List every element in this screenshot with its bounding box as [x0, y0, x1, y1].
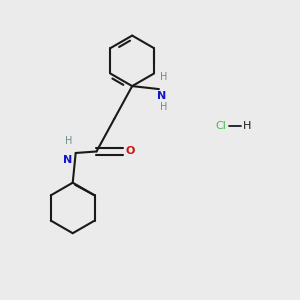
- Text: O: O: [126, 146, 135, 157]
- Text: H: H: [64, 136, 72, 146]
- Text: N: N: [158, 91, 167, 100]
- Text: H: H: [160, 72, 168, 82]
- Text: H: H: [243, 121, 251, 131]
- Text: N: N: [63, 155, 72, 165]
- Text: Cl: Cl: [215, 121, 226, 131]
- Text: H: H: [160, 102, 168, 112]
